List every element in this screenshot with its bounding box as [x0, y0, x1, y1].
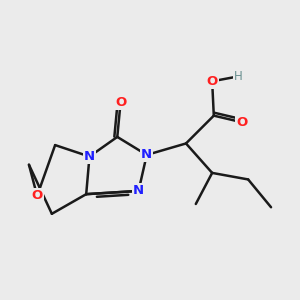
Text: N: N	[84, 150, 95, 163]
Text: O: O	[32, 189, 43, 202]
Text: N: N	[141, 148, 152, 161]
Text: O: O	[115, 96, 126, 109]
Text: N: N	[133, 184, 144, 197]
Text: H: H	[234, 70, 243, 83]
Text: O: O	[206, 75, 218, 88]
Text: O: O	[236, 116, 247, 129]
